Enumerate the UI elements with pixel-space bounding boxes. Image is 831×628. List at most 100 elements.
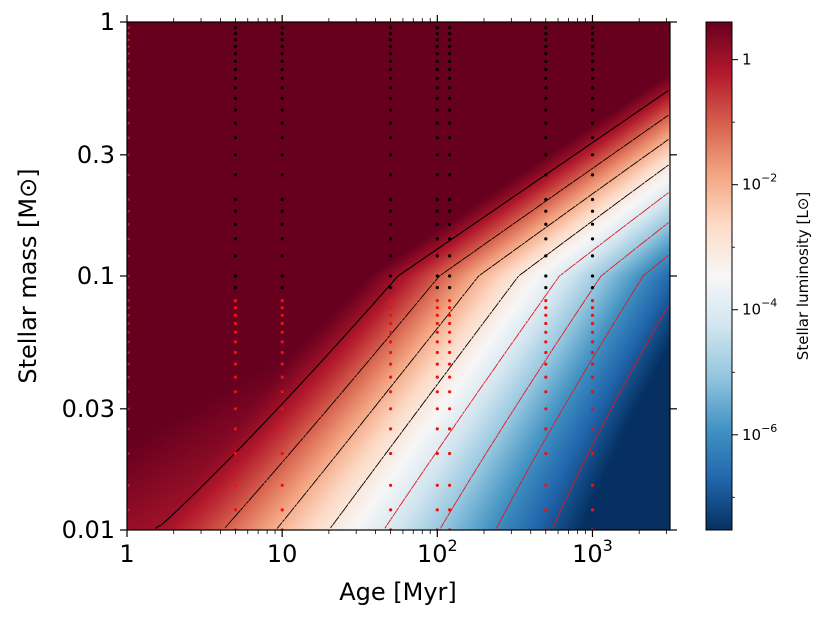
- grid-point: [389, 237, 393, 241]
- grid-point: [233, 299, 237, 303]
- grid-point: [280, 286, 284, 290]
- grid-point: [544, 299, 548, 303]
- grid-point: [544, 136, 548, 140]
- grid-point: [435, 274, 439, 278]
- grid-point: [544, 31, 548, 36]
- grid-point: [448, 340, 452, 344]
- grid-point: [127, 32, 130, 35]
- grid-point: [435, 299, 439, 303]
- grid-point: [448, 375, 452, 379]
- grid-point: [448, 362, 452, 366]
- grid-point: [233, 483, 237, 487]
- grid-point: [448, 86, 452, 90]
- grid-point: [435, 52, 439, 56]
- grid-point: [280, 222, 284, 226]
- grid-point: [233, 76, 237, 80]
- grid-point: [590, 67, 595, 72]
- colorbar-tick-label: 1: [742, 51, 752, 69]
- colorbar-tick-label: 10−4: [742, 297, 777, 319]
- grid-point: [544, 508, 548, 512]
- grid-point: [590, 121, 595, 125]
- grid-point: [127, 136, 130, 140]
- grid-point: [448, 52, 452, 56]
- grid-point: [544, 52, 548, 56]
- y-tick-label: 0.1: [77, 262, 115, 290]
- grid-point: [127, 351, 130, 354]
- grid-point: [448, 254, 452, 258]
- grid-point: [544, 362, 548, 366]
- grid-point: [590, 254, 595, 258]
- grid-point: [435, 407, 439, 411]
- grid-point: [280, 274, 284, 278]
- grid-point: [389, 153, 393, 157]
- grid-point: [389, 209, 393, 213]
- grid-point: [544, 340, 548, 344]
- grid-point: [233, 254, 237, 258]
- grid-point: [280, 121, 284, 125]
- y-axis-label: Stellar mass [M⊙]: [14, 168, 42, 383]
- y-tick-label: 0.03: [62, 395, 115, 423]
- grid-point: [435, 375, 439, 379]
- grid-point: [389, 350, 393, 355]
- grid-point: [280, 237, 284, 241]
- grid-point: [435, 197, 439, 202]
- grid-point: [448, 38, 452, 42]
- grid-point: [448, 45, 452, 49]
- grid-point: [544, 121, 548, 125]
- grid-point: [280, 350, 284, 355]
- grid-point: [389, 362, 393, 366]
- grid-point: [127, 306, 130, 310]
- grid-point: [127, 314, 130, 317]
- grid-point: [127, 508, 130, 512]
- grid-point: [233, 45, 237, 49]
- grid-point: [389, 38, 393, 42]
- grid-point: [233, 427, 237, 431]
- grid-point: [389, 136, 393, 140]
- grid-point: [544, 209, 548, 213]
- grid-point: [233, 375, 237, 379]
- grid-point: [448, 427, 452, 431]
- grid-point: [435, 508, 439, 512]
- grid-point: [233, 362, 237, 366]
- grid-point: [435, 121, 439, 125]
- grid-point: [280, 96, 284, 101]
- grid-point: [127, 209, 130, 213]
- grid-point: [448, 153, 452, 157]
- grid-point: [389, 483, 393, 487]
- grid-point: [389, 222, 393, 226]
- grid-point: [435, 390, 439, 394]
- grid-point: [435, 209, 439, 213]
- grid-point: [544, 407, 548, 411]
- grid-point: [389, 306, 393, 310]
- grid-point: [233, 197, 237, 202]
- grid-point: [280, 209, 284, 213]
- grid-point: [448, 508, 452, 512]
- grid-point: [233, 350, 237, 355]
- grid-point: [435, 59, 439, 63]
- grid-point: [280, 330, 284, 334]
- grid-point: [280, 136, 284, 140]
- contour-line: [495, 254, 669, 529]
- grid-point: [448, 286, 452, 290]
- grid-point: [233, 173, 237, 177]
- grid-point: [544, 26, 548, 30]
- grid-point: [280, 76, 284, 80]
- grid-point: [544, 197, 548, 202]
- grid-point: [280, 508, 284, 512]
- grid-point: [280, 306, 284, 310]
- grid-point: [389, 76, 393, 80]
- grid-point: [544, 45, 548, 49]
- grid-point: [233, 274, 237, 278]
- grid-point: [435, 45, 439, 49]
- grid-point: [544, 375, 548, 379]
- grid-point: [544, 237, 548, 241]
- grid-point: [233, 451, 237, 456]
- grid-point: [435, 340, 439, 344]
- grid-point: [127, 331, 130, 334]
- grid-point: [280, 427, 284, 431]
- grid-point: [448, 209, 452, 213]
- grid-point: [448, 96, 452, 101]
- grid-point: [389, 340, 393, 344]
- grid-point: [590, 76, 595, 80]
- grid-point: [280, 451, 284, 456]
